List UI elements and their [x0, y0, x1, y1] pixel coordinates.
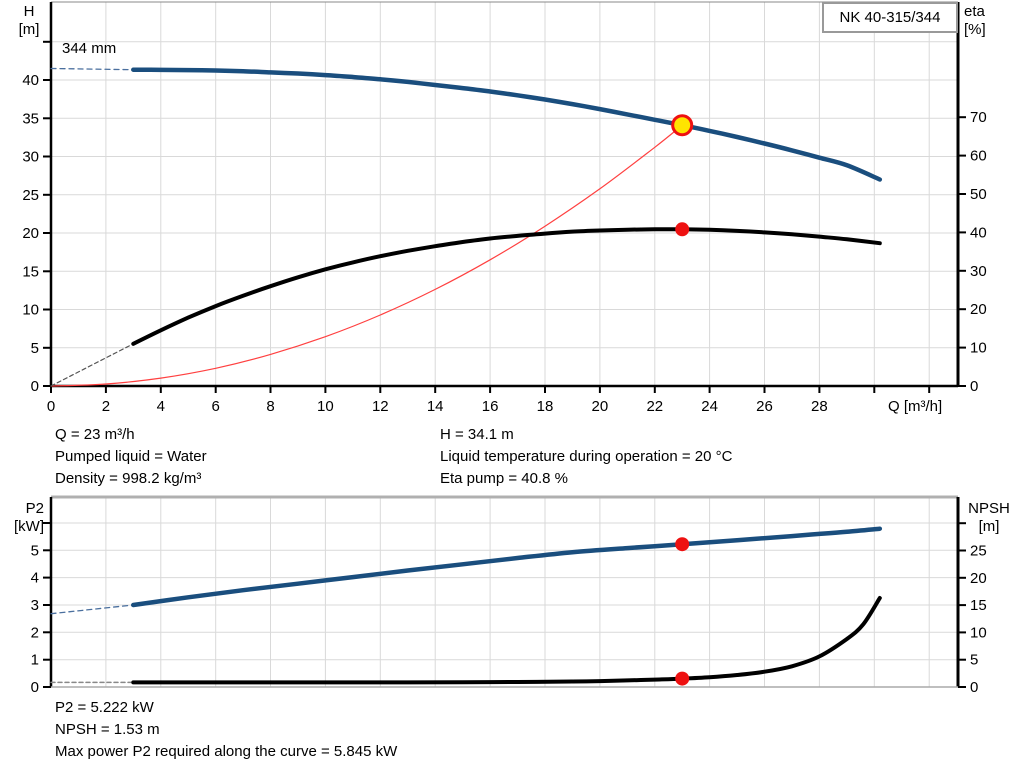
y-left-tick-label: 15: [22, 263, 39, 280]
npsh-axis-title: NPSH [m]: [963, 500, 1015, 536]
info-flow: Q = 23 m³/h: [55, 426, 135, 443]
y-right-tick-label: 0: [970, 378, 978, 395]
h-axis-title-line1: H: [23, 3, 35, 20]
x-tick-label: 16: [482, 398, 499, 415]
p2-axis-title-line1: P2: [25, 500, 44, 517]
y-right-tick-label: 50: [970, 186, 987, 203]
y-right-tick-label: 5: [970, 652, 978, 669]
y-left-tick-label: 30: [22, 149, 39, 166]
h-axis-title: H [m]: [12, 3, 46, 39]
info-density: Density = 998.2 kg/m³: [55, 470, 202, 487]
head-curve-extrapolated: [50, 67, 134, 71]
y-left-tick-label: 1: [31, 652, 39, 669]
y-right-tick-label: 70: [970, 109, 987, 126]
result-info: P2 = 5.222 kW NPSH = 1.53 m Max power P2…: [55, 697, 397, 763]
y-right-tick-label: 10: [970, 340, 987, 357]
x-tick-label: 6: [212, 398, 220, 415]
info-eta-pump: Eta pump = 40.8 %: [440, 470, 568, 487]
x-tick-label: 8: [266, 398, 274, 415]
x-tick-label: 18: [537, 398, 554, 415]
npsh-point: [675, 671, 690, 686]
duty-info-right: H = 34.1 m Liquid temperature during ope…: [440, 424, 732, 490]
y-left-tick-label: 0: [31, 679, 39, 696]
x-tick-label: 4: [157, 398, 165, 415]
x-tick-label: 0: [47, 398, 55, 415]
y-right-tick-label: 20: [970, 570, 987, 587]
duty-point[interactable]: [671, 114, 694, 137]
x-tick-label: 26: [756, 398, 773, 415]
x-tick-label: 24: [701, 398, 718, 415]
q-axis-title: Q [m³/h]: [888, 398, 943, 415]
info-liquid-temperature: Liquid temperature during operation = 20…: [440, 448, 733, 465]
y-right-tick-label: 60: [970, 148, 987, 165]
x-tick-label: 20: [592, 398, 609, 415]
info-npsh: NPSH = 1.53 m: [55, 721, 160, 738]
head-curve: [131, 67, 883, 182]
pump-model-label: NK 40-315/344: [839, 9, 941, 26]
x-tick-label: 28: [811, 398, 828, 415]
y-left-tick-label: 25: [22, 187, 39, 204]
impeller-diameter-label: 344 mm: [62, 40, 117, 57]
h-axis-title-line2: [m]: [18, 21, 40, 38]
y-right-tick-label: 15: [970, 597, 987, 614]
efficiency-point: [675, 222, 690, 237]
y-right-tick-label: 20: [970, 301, 987, 318]
x-tick-label: 12: [372, 398, 389, 415]
info-head: H = 34.1 m: [440, 426, 514, 443]
y-left-tick-label: 5: [31, 340, 39, 357]
npsh-axis-title-line2: [m]: [978, 518, 1000, 535]
duty-info-left: Q = 23 m³/h Pumped liquid = Water Densit…: [55, 424, 207, 490]
x-tick-label: 22: [646, 398, 663, 415]
x-tick-label: 14: [427, 398, 444, 415]
y-left-tick-label: 0: [31, 378, 39, 395]
y-right-tick-label: 30: [970, 263, 987, 280]
y-right-tick-label: 0: [970, 679, 978, 696]
info-p2: P2 = 5.222 kW: [55, 699, 154, 716]
x-tick-label: 2: [102, 398, 110, 415]
p2-npsh-chart: 0 1 2 3 4 5 0 5 10 15 20 25: [31, 495, 987, 696]
y-left-tick-label: 3: [31, 597, 39, 614]
y-left-tick-label: 2: [31, 624, 39, 641]
y-right-tick-label: 10: [970, 624, 987, 641]
y-left-tick-label: 40: [22, 72, 39, 89]
p2-axis-title: P2 [kW]: [0, 500, 44, 536]
y-right-tick-label: 25: [970, 543, 987, 560]
y-left-tick-label: 4: [31, 570, 39, 587]
efficiency-curve-extrapolated: [50, 343, 134, 387]
pump-model-box: NK 40-315/344: [822, 2, 958, 33]
x-tick-label: 10: [317, 398, 334, 415]
y-left-tick-label: 35: [22, 110, 39, 127]
y-left-tick-label: 5: [31, 542, 39, 559]
y-left-tick-label: 10: [22, 302, 39, 319]
p2-axis-title-line2: [kW]: [14, 518, 44, 535]
system-curve: [50, 124, 683, 387]
y-left-tick-label: 20: [22, 225, 39, 242]
info-pumped-liquid: Pumped liquid = Water: [55, 448, 207, 465]
info-max-power: Max power P2 required along the curve = …: [55, 743, 398, 760]
eta-axis-title-line1: eta: [964, 3, 985, 20]
p2-point: [675, 537, 690, 552]
npsh-curve: [131, 596, 882, 685]
p2-curve-extrapolated: [50, 604, 134, 615]
npsh-axis-title-line1: NPSH: [968, 500, 1010, 517]
p2-curve: [131, 526, 883, 608]
eta-axis-title-line2: [%]: [964, 21, 986, 38]
eta-axis-title: eta [%]: [964, 3, 1008, 39]
efficiency-curve: [131, 227, 882, 346]
y-right-tick-label: 40: [970, 224, 987, 241]
